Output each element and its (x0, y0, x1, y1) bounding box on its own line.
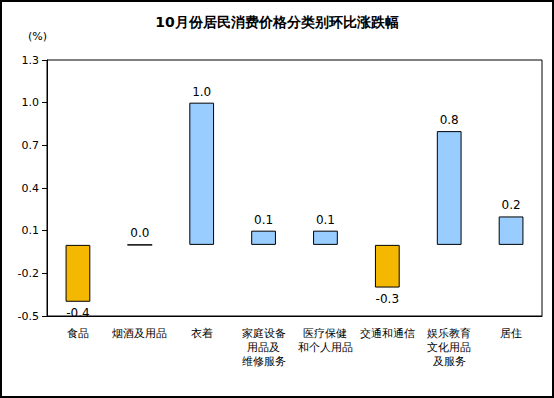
svg-text:维修服务: 维修服务 (242, 355, 286, 368)
svg-text:0.1: 0.1 (316, 213, 335, 227)
svg-text:交通和通信: 交通和通信 (360, 327, 415, 340)
svg-text:烟酒及用品: 烟酒及用品 (112, 327, 167, 340)
svg-text:食品: 食品 (67, 327, 89, 340)
svg-text:(%): (%) (28, 30, 47, 43)
svg-text:文化用品: 文化用品 (427, 341, 471, 354)
svg-text:0.1: 0.1 (254, 213, 273, 227)
svg-text:医疗保健: 医疗保健 (303, 327, 347, 340)
svg-text:-0.5: -0.5 (18, 310, 39, 323)
svg-text:0.4: 0.4 (22, 182, 40, 195)
svg-text:0.8: 0.8 (440, 113, 459, 127)
svg-text:-0.2: -0.2 (18, 267, 39, 280)
svg-text:娱乐教育: 娱乐教育 (427, 327, 471, 340)
svg-text:0.7: 0.7 (22, 139, 40, 152)
svg-text:0.0: 0.0 (130, 226, 149, 240)
svg-text:用品及: 用品及 (247, 341, 280, 354)
svg-text:1.0: 1.0 (22, 96, 40, 109)
svg-text:-0.4: -0.4 (66, 306, 89, 320)
svg-text:0.2: 0.2 (502, 198, 521, 212)
svg-text:衣着: 衣着 (191, 327, 213, 340)
svg-text:-0.3: -0.3 (376, 292, 399, 306)
svg-text:家庭设备: 家庭设备 (242, 327, 286, 340)
svg-text:和个人用品: 和个人用品 (298, 341, 353, 354)
svg-text:及服务: 及服务 (433, 355, 466, 368)
svg-text:1.0: 1.0 (192, 85, 211, 99)
svg-text:0.1: 0.1 (22, 224, 40, 237)
svg-text:10月份居民消费价格分类别环比涨跌幅: 10月份居民消费价格分类别环比涨跌幅 (155, 14, 398, 30)
svg-text:居住: 居住 (500, 327, 522, 340)
svg-text:1.3: 1.3 (22, 54, 40, 67)
